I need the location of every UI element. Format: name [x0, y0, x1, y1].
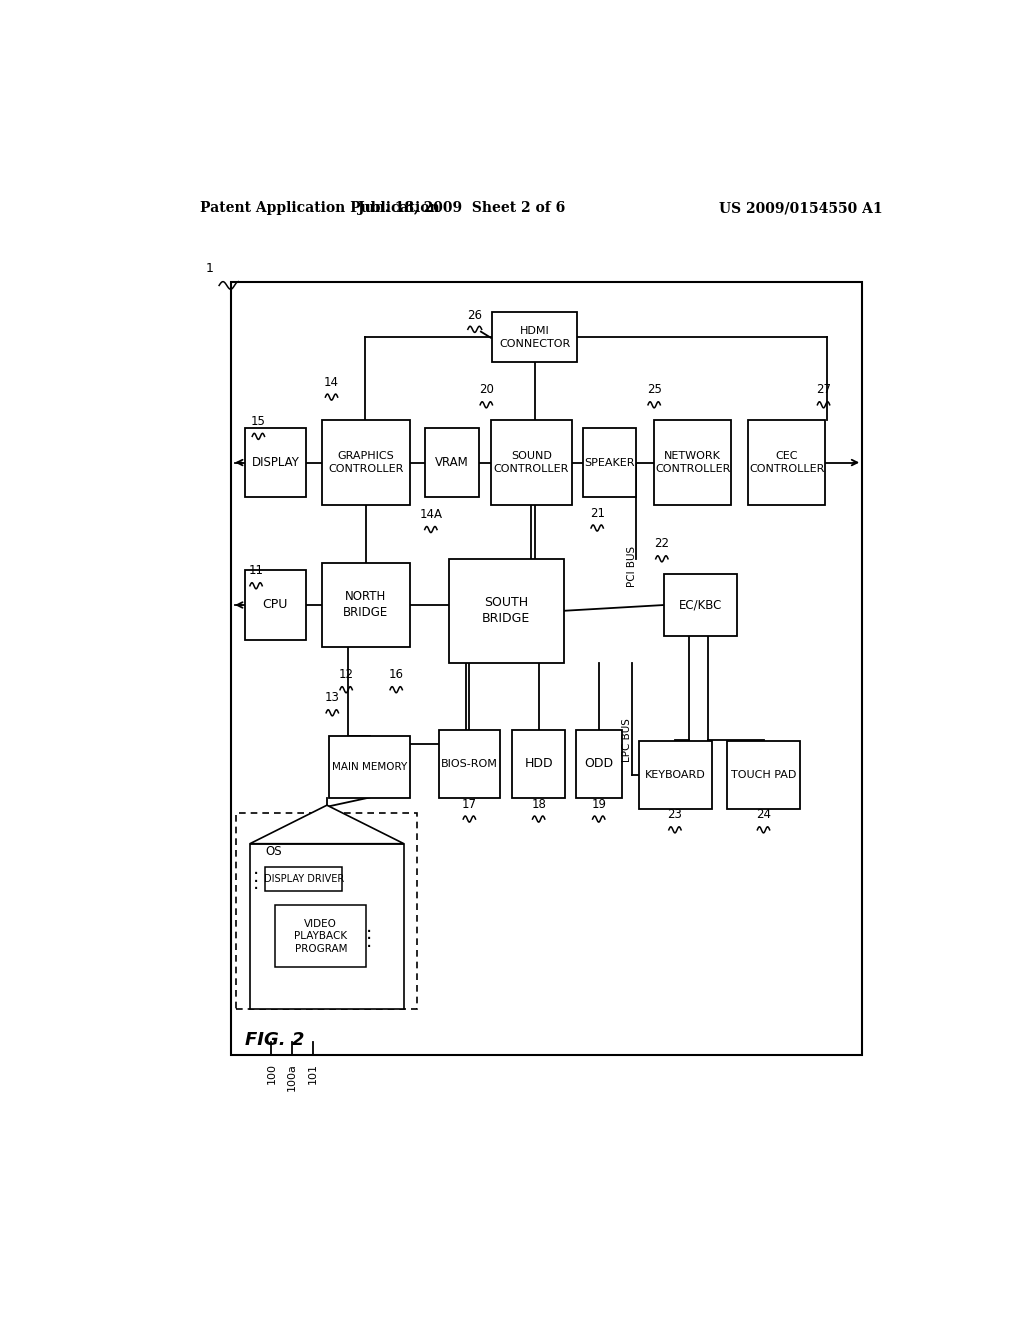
- Bar: [425, 428, 478, 498]
- Bar: [749, 420, 825, 506]
- Text: ·: ·: [367, 923, 373, 941]
- Text: DISPLAY DRIVER: DISPLAY DRIVER: [264, 874, 344, 884]
- Text: 22: 22: [654, 537, 670, 550]
- Text: CPU: CPU: [262, 598, 288, 611]
- Bar: [438, 730, 500, 797]
- Text: DISPLAY: DISPLAY: [251, 455, 299, 469]
- Bar: [265, 867, 342, 891]
- Bar: [493, 313, 578, 363]
- Bar: [322, 420, 410, 506]
- Text: MAIN MEMORY: MAIN MEMORY: [332, 762, 408, 772]
- Text: 100a: 100a: [288, 1063, 297, 1092]
- Text: NETWORK
CONTROLLER: NETWORK CONTROLLER: [655, 451, 730, 474]
- Bar: [639, 742, 712, 809]
- Text: SOUND
CONTROLLER: SOUND CONTROLLER: [494, 451, 569, 474]
- Text: ODD: ODD: [584, 758, 613, 770]
- Text: GRAPHICS
CONTROLLER: GRAPHICS CONTROLLER: [328, 451, 403, 474]
- Bar: [330, 737, 410, 797]
- Text: 19: 19: [591, 797, 606, 810]
- Text: VIDEO
PLAYBACK
PROGRAM: VIDEO PLAYBACK PROGRAM: [294, 919, 347, 953]
- Text: Jun. 18, 2009  Sheet 2 of 6: Jun. 18, 2009 Sheet 2 of 6: [358, 202, 565, 215]
- Bar: [490, 420, 571, 506]
- Bar: [665, 574, 737, 636]
- Text: 16: 16: [389, 668, 403, 681]
- Text: ·: ·: [367, 939, 373, 957]
- Bar: [275, 906, 367, 966]
- Text: OS: OS: [265, 845, 282, 858]
- Text: PCI BUS: PCI BUS: [627, 546, 637, 587]
- Text: Patent Application Publication: Patent Application Publication: [200, 202, 439, 215]
- Bar: [245, 428, 306, 498]
- Text: ·: ·: [367, 931, 373, 949]
- Text: 101: 101: [308, 1063, 318, 1084]
- Text: FIG. 2: FIG. 2: [245, 1031, 304, 1049]
- Text: EC/KBC: EC/KBC: [679, 598, 723, 611]
- Text: NORTH
BRIDGE: NORTH BRIDGE: [343, 590, 388, 619]
- Text: 21: 21: [590, 507, 605, 520]
- Text: 14A: 14A: [420, 508, 442, 521]
- Bar: [245, 570, 306, 640]
- Text: 27: 27: [816, 383, 831, 396]
- Bar: [727, 742, 801, 809]
- Text: 14: 14: [324, 376, 339, 388]
- Text: LPC BUS: LPC BUS: [623, 718, 632, 762]
- Text: ·: ·: [253, 873, 259, 892]
- Text: 23: 23: [668, 808, 682, 821]
- Text: 26: 26: [467, 309, 482, 322]
- Text: VRAM: VRAM: [435, 455, 469, 469]
- Bar: [575, 730, 622, 797]
- Bar: [230, 281, 862, 1056]
- Text: CEC
CONTROLLER: CEC CONTROLLER: [749, 451, 824, 474]
- Text: TOUCH PAD: TOUCH PAD: [731, 770, 797, 780]
- Text: SPEAKER: SPEAKER: [585, 458, 635, 467]
- Bar: [449, 558, 564, 663]
- Text: 11: 11: [249, 564, 263, 577]
- Text: HDD: HDD: [524, 758, 553, 770]
- Bar: [654, 420, 731, 506]
- Text: 1: 1: [206, 263, 214, 276]
- Text: 24: 24: [756, 808, 771, 821]
- Bar: [512, 730, 565, 797]
- Text: 20: 20: [479, 383, 494, 396]
- Text: 18: 18: [531, 797, 546, 810]
- Text: 12: 12: [339, 668, 353, 681]
- Text: 15: 15: [251, 414, 266, 428]
- Text: SOUTH
BRIDGE: SOUTH BRIDGE: [482, 597, 530, 626]
- Bar: [237, 813, 417, 1010]
- Text: 25: 25: [647, 383, 662, 396]
- Text: KEYBOARD: KEYBOARD: [645, 770, 706, 780]
- Text: US 2009/0154550 A1: US 2009/0154550 A1: [719, 202, 883, 215]
- Text: BIOS-ROM: BIOS-ROM: [441, 759, 498, 768]
- Bar: [584, 428, 636, 498]
- Polygon shape: [250, 805, 403, 843]
- Text: HDMI
CONNECTOR: HDMI CONNECTOR: [499, 326, 570, 348]
- Text: 100: 100: [266, 1063, 276, 1084]
- Text: 17: 17: [462, 797, 477, 810]
- Text: 13: 13: [325, 692, 340, 705]
- Text: ·: ·: [253, 880, 259, 899]
- Bar: [250, 843, 403, 1010]
- Bar: [322, 562, 410, 647]
- Text: ·: ·: [253, 865, 259, 884]
